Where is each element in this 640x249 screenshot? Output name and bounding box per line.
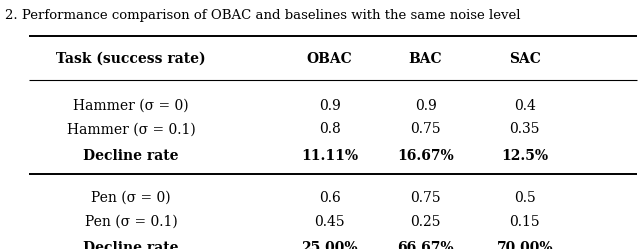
Text: 0.6: 0.6 bbox=[319, 191, 340, 205]
Text: 0.8: 0.8 bbox=[319, 123, 340, 136]
Text: SAC: SAC bbox=[509, 52, 541, 65]
Text: OBAC: OBAC bbox=[307, 52, 353, 65]
Text: 0.75: 0.75 bbox=[410, 123, 441, 136]
Text: 2. Performance comparison of OBAC and baselines with the same noise level: 2. Performance comparison of OBAC and ba… bbox=[5, 9, 520, 22]
Text: 0.75: 0.75 bbox=[410, 191, 441, 205]
Text: 0.4: 0.4 bbox=[514, 99, 536, 113]
Text: 0.5: 0.5 bbox=[514, 191, 536, 205]
Text: 0.35: 0.35 bbox=[509, 123, 540, 136]
Text: Hammer (σ = 0.1): Hammer (σ = 0.1) bbox=[67, 123, 196, 136]
Text: Pen (σ = 0): Pen (σ = 0) bbox=[92, 191, 171, 205]
Text: 25.00%: 25.00% bbox=[301, 241, 358, 249]
Text: 16.67%: 16.67% bbox=[397, 149, 454, 163]
Text: Pen (σ = 0.1): Pen (σ = 0.1) bbox=[85, 215, 177, 229]
Text: 0.9: 0.9 bbox=[319, 99, 340, 113]
Text: 70.00%: 70.00% bbox=[497, 241, 553, 249]
Text: Decline rate: Decline rate bbox=[83, 241, 179, 249]
Text: Task (success rate): Task (success rate) bbox=[56, 52, 206, 65]
Text: BAC: BAC bbox=[409, 52, 442, 65]
Text: 0.15: 0.15 bbox=[509, 215, 540, 229]
Text: 0.45: 0.45 bbox=[314, 215, 345, 229]
Text: 12.5%: 12.5% bbox=[501, 149, 548, 163]
Text: Decline rate: Decline rate bbox=[83, 149, 179, 163]
Text: Hammer (σ = 0): Hammer (σ = 0) bbox=[74, 99, 189, 113]
Text: 11.11%: 11.11% bbox=[301, 149, 358, 163]
Text: 66.67%: 66.67% bbox=[397, 241, 454, 249]
Text: 0.25: 0.25 bbox=[410, 215, 441, 229]
Text: 0.9: 0.9 bbox=[415, 99, 436, 113]
